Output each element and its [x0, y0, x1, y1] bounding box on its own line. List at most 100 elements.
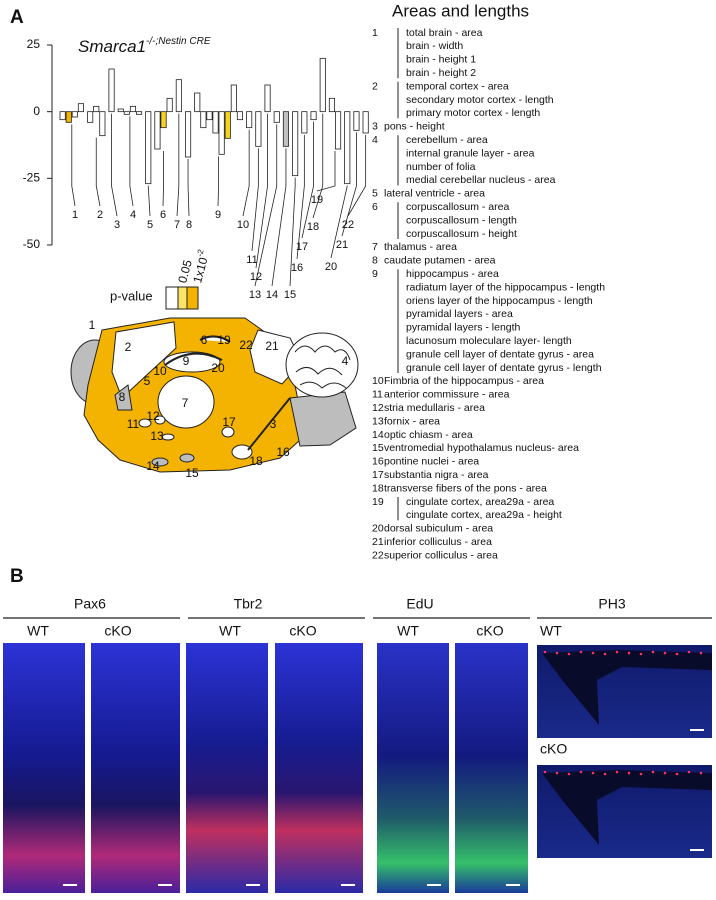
ph3-dot: [676, 653, 679, 656]
brain-label: 11: [127, 417, 140, 431]
area-number: 12: [372, 402, 384, 414]
group-label: 19: [311, 194, 323, 206]
area-number: 15: [372, 442, 384, 454]
bar: [88, 112, 93, 123]
ph3-dot: [652, 651, 655, 654]
areas-title: Areas and lengths: [392, 1, 529, 20]
ph3-dot: [628, 652, 631, 655]
ph3-dot: [580, 771, 583, 774]
area-item: oriens layer of the hippocampus - length: [406, 295, 593, 307]
brain-label: 14: [146, 459, 160, 473]
bar: [78, 104, 83, 112]
group-label: 20: [325, 261, 337, 273]
micrograph: [3, 643, 85, 893]
legend-label-superscript: -2: [195, 248, 206, 258]
ph3-dot: [664, 772, 667, 775]
area-item: lateral ventricle - area: [384, 188, 485, 200]
group-label: 18: [307, 221, 319, 233]
area-number: 4: [372, 134, 378, 146]
leader-line: [72, 124, 75, 206]
area-item: cerebellum - area: [406, 134, 488, 146]
group-label: 17: [296, 241, 308, 253]
area-item: cingulate cortex, area29a - area: [406, 496, 554, 508]
area-item: pontine nuclei - area: [384, 456, 479, 468]
panel-label: A: [10, 7, 24, 28]
ph3-dot: [556, 652, 559, 655]
bar: [201, 112, 206, 128]
brain-label: 13: [150, 429, 164, 443]
bar: [195, 93, 200, 112]
brain-label: 3: [270, 417, 277, 431]
group-label: 13: [249, 289, 261, 301]
bar: [293, 112, 298, 176]
brain-label: 12: [146, 409, 160, 423]
area-item: corpuscallosum - height: [406, 228, 517, 240]
condition-label: WT: [540, 623, 562, 639]
brain-label: 16: [276, 445, 290, 459]
bar: [311, 112, 316, 120]
area-number: 2: [372, 80, 378, 92]
legend-swatch: [187, 287, 198, 309]
micrograph: [455, 643, 528, 893]
leader-line: [243, 130, 249, 216]
area-number: 20: [372, 523, 384, 535]
ph3-dot: [568, 653, 571, 656]
marker-heading: EdU: [406, 596, 433, 612]
area-item: granule cell layer of dentate gyrus - ar…: [406, 348, 594, 360]
bar: [130, 106, 135, 111]
ph3-dot: [676, 773, 679, 776]
brain-label: 6: [201, 333, 208, 347]
ph3-dot: [568, 773, 571, 776]
area-item: fornix - area: [384, 415, 440, 427]
bar: [72, 112, 77, 117]
area-item: inferior colliculus - area: [384, 536, 492, 548]
title-superscript: -/-;Nestin CRE: [146, 36, 211, 47]
brain-label: 10: [153, 364, 167, 378]
brain-label: 20: [211, 361, 225, 375]
bar: [100, 112, 105, 136]
legend-label-text: 1x10: [190, 256, 210, 285]
bar: [247, 112, 252, 128]
marker-heading: PH3: [598, 596, 625, 612]
area-item: internal granule layer - area: [406, 147, 535, 159]
area-number: 8: [372, 255, 378, 267]
ph3-dot: [664, 652, 667, 655]
area-item: temporal cortex - area: [406, 80, 509, 92]
area-number: 19: [372, 496, 384, 508]
area-item: Fimbria of the hippocampus - area: [384, 375, 544, 387]
condition-label: cKO: [476, 623, 503, 639]
condition-label: cKO: [540, 741, 567, 757]
marker-heading: Tbr2: [234, 596, 263, 612]
ph3-dot: [592, 652, 595, 655]
area-item: optic chiasm - area: [384, 429, 473, 441]
bar: [256, 112, 261, 147]
ph3-dot: [580, 651, 583, 654]
area-item: medial cerebellar nucleus - area: [406, 174, 556, 186]
ph3-dot: [616, 651, 619, 654]
bar: [231, 85, 236, 112]
area-number: 7: [372, 241, 378, 253]
brain-label: 18: [249, 454, 263, 468]
area-item: ventromedial hypothalamus nucleus- area: [384, 442, 579, 454]
chart-title: Smarca1-/-;Nestin CRE: [78, 36, 211, 57]
brain-label: 8: [119, 390, 126, 404]
leader-line: [252, 148, 258, 251]
bar: [161, 112, 166, 128]
area-item: corpuscallosum - area: [406, 201, 509, 213]
bar: [185, 112, 190, 157]
brain-label: 1: [89, 318, 96, 332]
bar: [335, 112, 340, 149]
area-item: superior colliculus - area: [384, 549, 498, 561]
condition-label: cKO: [104, 623, 131, 639]
group-label: 14: [266, 289, 278, 301]
bar: [237, 112, 242, 120]
brain-label: 5: [144, 374, 151, 388]
area-item: primary motor cortex - length: [406, 107, 540, 119]
ph3-dot: [604, 773, 607, 776]
area-number: 6: [372, 201, 378, 213]
leader-line: [272, 148, 286, 286]
area-item: total brain - area: [406, 27, 483, 39]
legend-swatch: [178, 287, 187, 309]
brain-label: 19: [217, 333, 231, 347]
ph3-dot: [688, 651, 691, 654]
